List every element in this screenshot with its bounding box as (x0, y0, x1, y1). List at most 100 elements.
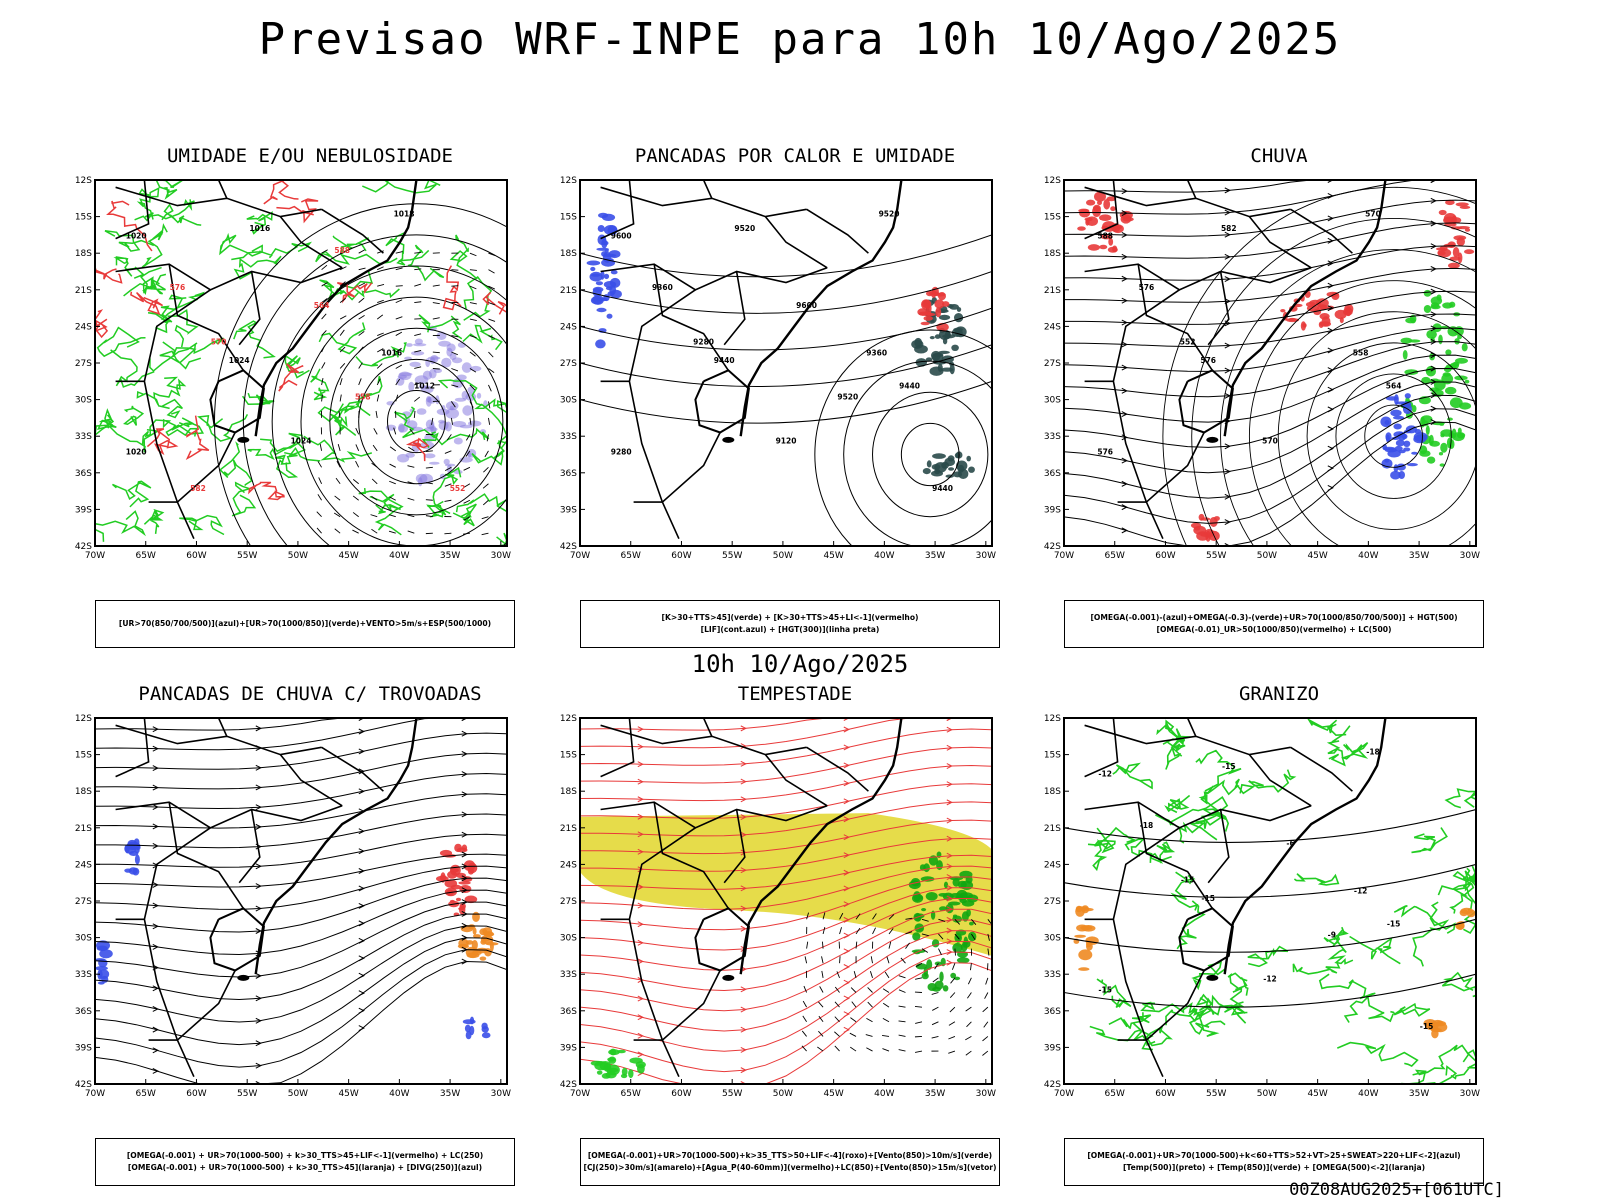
contour-label: 1024 (291, 437, 312, 446)
legend-line: [OMEGA(-0.001)+UR>70(1000-500)+k<60+TTS>… (1087, 1151, 1461, 1160)
lat-tick-label: 12S (1044, 714, 1061, 724)
lon-tick-label: 40W (1358, 1089, 1378, 1099)
map-panel: GRANIZO -12 -15 -15 -18 -15 -12 -15 -12 -18 -15 -6 -… (1044, 683, 1494, 1186)
panel-legend: [UR>70(850/700/500)](azul)+[UR>70(1000/8… (95, 600, 515, 648)
lon-tick-label: 70W (570, 551, 590, 561)
lat-tick-label: 39S (75, 505, 92, 515)
lon-tick-label: 45W (1307, 1089, 1327, 1099)
lat-tick-label: 39S (560, 505, 577, 515)
panel-title: CHUVA (1250, 145, 1308, 167)
contour-label: 9600 (611, 232, 632, 241)
lat-tick-label: 12S (1044, 176, 1061, 186)
lat-tick-label: 30S (75, 934, 92, 944)
lat-tick-label: 15S (1044, 751, 1061, 761)
contour-label: 9440 (899, 382, 920, 391)
lon-tick-label: 70W (85, 551, 105, 561)
panel-legend: [OMEGA(-0.001)-(azul)+OMEGA(-0.3)-(verde… (1064, 600, 1484, 648)
map-plot: 588 582 576 570 564 558 576 570 576 552 12S 15S 18S 2… (1032, 175, 1480, 595)
lon-tick-label: 40W (389, 551, 409, 561)
lat-tick-label: 15S (560, 751, 577, 761)
contour-label: 1020 (126, 448, 147, 457)
legend-line: [K>30+TTS>45](verde) + [K>30+TTS>45+LI<-… (661, 613, 919, 622)
lat-tick-label: 33S (560, 970, 577, 980)
lat-tick-label: 42S (75, 1080, 92, 1090)
contour-label: -15 (1222, 762, 1236, 771)
lon-tick-label: 60W (1155, 551, 1175, 561)
lon-tick-label: 40W (874, 551, 894, 561)
lat-tick-label: 39S (75, 1043, 92, 1053)
contour-label: -12 (1263, 975, 1277, 984)
lat-tick-label: 21S (1044, 824, 1061, 834)
lon-tick-label: 35W (1409, 551, 1429, 561)
lon-tick-label: 60W (1155, 1089, 1175, 1099)
legend-line: [OMEGA(-0.001)+UR>70(1000-500)+k>35_TTS>… (587, 1151, 993, 1160)
lat-tick-label: 39S (560, 1043, 577, 1053)
contour-label: -15 (1387, 920, 1401, 929)
contour-label: -6 (1286, 839, 1294, 848)
contour-label: -12 (1098, 770, 1112, 779)
contour-label: 552 (1180, 338, 1196, 347)
contour-label: 558 (355, 393, 371, 402)
lat-tick-label: 27S (560, 359, 577, 369)
lon-tick-label: 50W (1257, 1089, 1277, 1099)
contour-label: 9520 (879, 210, 900, 219)
contour-label: 9520 (837, 393, 858, 402)
lon-tick-label: 70W (1054, 1089, 1074, 1099)
lat-tick-label: 18S (1044, 249, 1061, 259)
lat-tick-label: 18S (560, 249, 577, 259)
lon-tick-label: 70W (1054, 551, 1074, 561)
lat-tick-label: 24S (560, 322, 577, 332)
lat-tick-label: 27S (75, 359, 92, 369)
lon-tick-label: 50W (1257, 551, 1277, 561)
contour-label: 9440 (714, 356, 735, 365)
lon-tick-label: 60W (671, 551, 691, 561)
contour-label: 570 (211, 338, 227, 347)
lat-tick-label: 36S (1044, 1007, 1061, 1017)
legend-line: [OMEGA(-0.001) + UR>70(1000-500) + k>30_… (126, 1151, 484, 1160)
lat-tick-label: 30S (1044, 934, 1061, 944)
lat-tick-label: 15S (75, 213, 92, 223)
legend-line: [OMEGA(-0.01)_UR>50(1000/850)(vermelho) … (1156, 625, 1392, 634)
lat-tick-label: 42S (75, 542, 92, 552)
contour-label: 582 (190, 484, 206, 493)
lon-tick-label: 40W (389, 1089, 409, 1099)
lon-tick-label: 50W (773, 1089, 793, 1099)
lon-tick-label: 45W (338, 551, 358, 561)
lat-tick-label: 18S (1044, 787, 1061, 797)
contour-label: -18 (1140, 821, 1154, 830)
lat-tick-label: 24S (75, 322, 92, 332)
panel-legend: [OMEGA(-0.001)+UR>70(1000-500)+k>35_TTS>… (580, 1138, 1000, 1186)
lat-tick-label: 21S (75, 824, 92, 834)
legend-line: [UR>70(850/700/500)](azul)+[UR>70(1000/8… (118, 619, 492, 628)
lat-tick-label: 27S (1044, 359, 1061, 369)
lat-tick-label: 27S (560, 897, 577, 907)
contour-label: 576 (1097, 448, 1113, 457)
lon-tick-label: 45W (823, 551, 843, 561)
lon-tick-label: 40W (1358, 551, 1378, 561)
panel-title: UMIDADE E/OU NEBULOSIDADE (167, 145, 453, 167)
lon-tick-label: 55W (1206, 551, 1226, 561)
lat-tick-label: 12S (560, 176, 577, 186)
lon-tick-label: 35W (440, 1089, 460, 1099)
map-plot: 12S 15S 18S 21S 24S 27S 30S 33S 36S 39S 42S 70W 65W 6… (63, 713, 511, 1133)
contour-label: 9360 (866, 349, 887, 358)
panel-legend: [OMEGA(-0.001)+UR>70(1000-500)+k<60+TTS>… (1064, 1138, 1484, 1186)
lon-tick-label: 35W (1409, 1089, 1429, 1099)
lat-tick-label: 42S (560, 542, 577, 552)
lat-tick-label: 21S (1044, 286, 1061, 296)
lat-tick-label: 30S (1044, 396, 1061, 406)
lat-tick-label: 12S (75, 176, 92, 186)
lon-tick-label: 45W (823, 1089, 843, 1099)
contour-label: -12 (1354, 887, 1368, 896)
panel-title: PANCADAS DE CHUVA C/ TROVOADAS (138, 683, 482, 705)
lat-tick-label: 30S (560, 396, 577, 406)
contour-label: -15 (1098, 986, 1112, 995)
contour-label: 1024 (229, 356, 250, 365)
lon-tick-label: 50W (288, 1089, 308, 1099)
lat-tick-label: 33S (560, 432, 577, 442)
lat-tick-label: 24S (75, 860, 92, 870)
contour-label: -18 (1366, 748, 1380, 757)
lon-tick-label: 65W (1105, 551, 1125, 561)
contour-label: 9520 (734, 224, 755, 233)
lon-tick-label: 30W (491, 551, 511, 561)
